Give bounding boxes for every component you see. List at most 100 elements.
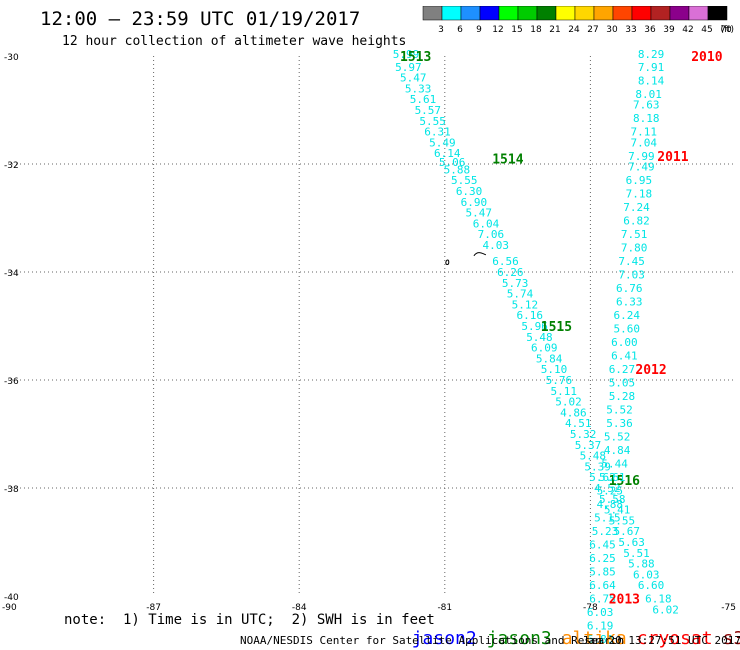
wave-height-point: 5.76 [546,374,573,387]
colorbar-label: 24 [568,25,580,35]
wave-height-point: 4.51 [565,417,592,430]
wave-height-point: 6.80 [587,633,614,646]
wave-height-point: 5.49 [429,136,456,149]
colorbar-label: 12 [492,25,503,35]
wave-height-point: 7.91 [638,61,665,74]
wave-height-point: 5.12 [512,298,539,311]
wave-height-point: 4.52 [594,482,621,495]
colorbar-label: 18 [530,25,542,35]
wave-height-point: 5.37 [575,439,602,452]
wave-height-point: 4.84 [604,444,631,457]
wave-height-point: 6.16 [516,309,543,322]
wave-height-point: 5.39 [584,460,611,473]
colorbar-label: 70 [720,25,732,35]
y-tick-label: -30 [4,53,19,63]
legend-item-altika: altika [561,628,627,649]
wave-height-point: 6.64 [589,579,616,592]
legend-item-jason2: jason2 [411,628,477,649]
wave-height-point: 5.48 [580,450,607,463]
wave-height-point: 6.19 [587,620,614,633]
colorbar-label: 42 [682,25,693,35]
wave-height-point: 7.49 [628,161,655,174]
colorbar-label: 45 [701,25,712,35]
wave-height-point: 5.11 [550,385,577,398]
wave-height-point: 4.86 [560,406,587,419]
wave-height-point: 6.95 [626,174,653,187]
y-tick-label: -36 [4,377,19,387]
wave-height-point: 5.88 [628,558,655,571]
wave-height-point: 5.73 [502,277,529,290]
wave-height-point: 5.88 [444,163,471,176]
x-tick-label: -81 [437,603,452,613]
wave-height-point: 5.52 [604,431,631,444]
wave-height-point: 7.63 [633,99,660,112]
wave-height-point: 5.67 [614,525,641,538]
pass-number-label: 2011 [657,150,688,165]
wave-height-point: 6.03 [587,606,614,619]
wave-height-point: 7.03 [618,269,645,282]
wave-height-point: 7.18 [626,188,653,201]
satellite-legend: jason2 jason3 altika cryosat s3a [390,607,740,649]
wave-height-point: 7.99 [628,150,655,163]
wave-height-point: 4.88 [597,498,624,511]
wave-height-point: 5.10 [541,363,568,376]
wave-height-point: 5.97 [395,61,422,74]
wave-height-point: 8.14 [638,74,665,87]
wave-height-point: 8.18 [633,112,660,125]
wave-height-point: 5.96 [521,320,548,333]
pass-number-label: 1516 [609,474,640,489]
colorbar-label: 27 [587,25,598,35]
pass-number-label: 1514 [492,153,523,168]
y-tick-label: -34 [4,269,19,279]
colorbar-label: 6 [457,25,463,35]
x-tick-label: -90 [2,603,17,613]
legend-item-cryosat: cryosat [636,628,713,649]
wave-height-point: 5.15 [594,512,621,525]
wave-height-point: 5.57 [415,104,442,117]
pass-number-label: 1513 [400,50,431,65]
pass-number-label: 2010 [691,50,722,65]
wave-height-point: 6.76 [616,282,643,295]
wave-height-point: 5.61 [410,93,437,106]
x-tick-label: -75 [721,603,736,613]
wave-height-point: 8.29 [638,48,665,61]
wave-height-point: 5.41 [604,504,631,517]
wave-height-point: 5.84 [536,352,563,365]
wave-height-point: 5.06 [439,156,466,169]
timestamp: Jan 20 13:27:51 UTC 2017 [582,634,740,647]
colorbar-label: 15 [511,25,522,35]
wave-height-point: 5.32 [570,428,597,441]
wave-height-point: 6.90 [461,196,488,209]
wave-height-point: 6.75 [589,593,616,606]
wave-height-point: 6.25 [589,552,616,565]
wave-height-point: 5.36 [606,417,633,430]
wave-height-point: 5.55 [609,514,636,527]
wave-height-point: 7.24 [623,201,650,214]
wave-height-point: 5.58 [599,493,626,506]
wave-height-point: 7.04 [631,136,658,149]
legend-item-s3a: s3a [722,628,740,649]
wave-height-point: 6.04 [473,217,500,230]
wave-height-point: 6.45 [589,539,616,552]
wave-height-point: 5.61 [599,471,626,484]
wave-height-point: 6.00 [611,336,638,349]
wave-height-point: 6.02 [652,604,679,617]
wave-height-point: 5.62 [589,471,616,484]
wave-height-point: 6.41 [611,350,638,363]
wave-height-point: 5.02 [555,396,582,409]
wave-height-point: 5.47 [400,72,427,85]
wave-height-point: 4.03 [483,239,510,252]
pass-number-label: 1515 [541,320,572,335]
wave-height-point: 5.60 [614,323,641,336]
wave-height-point: 5.47 [466,207,493,220]
legend-item-jason3: jason3 [486,628,552,649]
chart-title: 12:00 – 23:59 UTC 01/19/2017 [40,8,361,30]
wave-height-point: 7.80 [621,242,648,255]
wave-height-point: 6.31 [424,126,451,139]
wave-height-point: 6.60 [638,579,665,592]
y-tick-label: -38 [4,485,19,495]
wave-height-point: 6.18 [645,593,672,606]
credit-text: NOAA/NESDIS Center for Satellite Applica… [240,634,625,647]
colorbar-label: 3 [438,25,444,35]
